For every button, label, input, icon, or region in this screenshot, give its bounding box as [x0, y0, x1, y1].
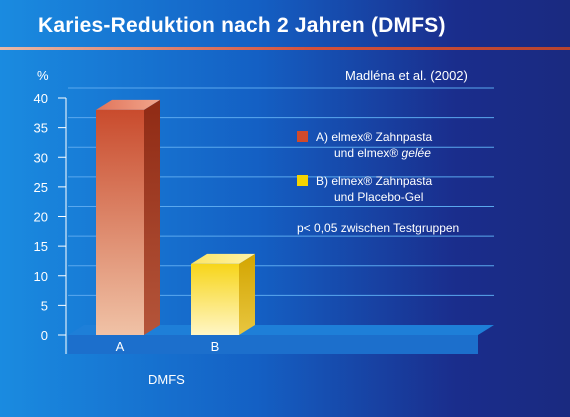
y-tick-label: 35 [34, 121, 48, 136]
citation: Madléna et al. (2002) [345, 68, 468, 83]
chart-floor-front [68, 335, 478, 354]
bar-a [96, 99, 160, 335]
title-divider [0, 47, 570, 50]
category-label-a: A [116, 339, 125, 354]
y-tick-label: 30 [34, 150, 48, 165]
chart-floor-top [68, 325, 494, 335]
y-tick-label: 40 [34, 91, 48, 106]
legend-a-line2-italic: gelée [402, 146, 432, 160]
legend-a-line2: und elmex® gelée [334, 146, 431, 160]
legend: A) elmex® Zahnpasta und elmex® gelée B) … [297, 130, 459, 235]
bar-side [239, 253, 255, 335]
y-axis-ticks: 40 35 30 25 20 15 10 5 0 [34, 91, 67, 354]
legend-b-line2-prefix: und Placebo-Gel [334, 190, 423, 204]
legend-b-line1: B) elmex® Zahnpasta [316, 174, 433, 188]
chart-title: Karies-Reduktion nach 2 Jahren (DMFS) [38, 14, 446, 37]
x-axis-title: DMFS [148, 372, 185, 387]
y-tick-label: 20 [34, 210, 48, 225]
y-tick-label: 15 [34, 239, 48, 254]
y-tick-label: 10 [34, 269, 48, 284]
y-tick-label: 0 [41, 328, 48, 343]
y-tick-label: 25 [34, 180, 48, 195]
y-tick-label: 5 [41, 298, 48, 313]
bar-side [144, 99, 160, 335]
legend-a-line1: A) elmex® Zahnpasta [316, 130, 433, 144]
legend-swatch-b [297, 175, 308, 186]
bar-top [96, 99, 160, 110]
bar-top [191, 253, 255, 264]
y-axis-unit-label: % [37, 68, 49, 83]
bar-front [96, 109, 144, 335]
significance-note: p< 0,05 zwischen Testgruppen [297, 221, 459, 235]
legend-b-line2: und Placebo-Gel [334, 190, 423, 204]
category-label-b: B [211, 339, 220, 354]
legend-a-line2-prefix: und elmex® [334, 146, 402, 160]
bar-front [191, 263, 239, 335]
bars [96, 99, 255, 335]
bar-b [191, 253, 255, 335]
legend-swatch-a [297, 131, 308, 142]
